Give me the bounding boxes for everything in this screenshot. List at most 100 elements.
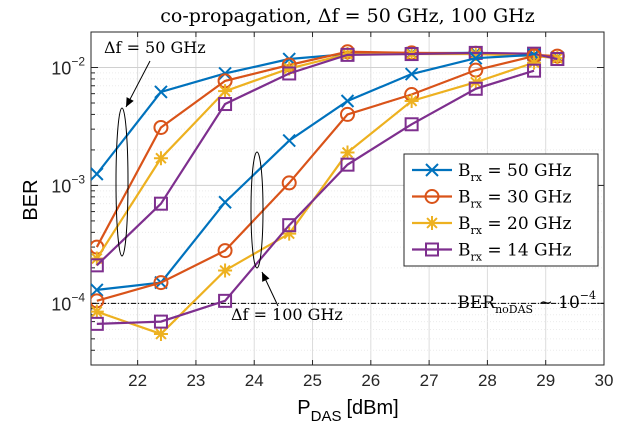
data-point bbox=[281, 175, 297, 191]
legend-item: Brx = 14 GHz bbox=[412, 241, 571, 264]
x-axis-label-sub: DAS bbox=[311, 408, 342, 425]
marker-x bbox=[404, 67, 419, 81]
y-tick-base: 10 bbox=[51, 176, 71, 196]
legend-label: Brx = 30 GHz bbox=[458, 188, 571, 211]
data-point bbox=[282, 66, 297, 81]
data-point bbox=[153, 314, 168, 329]
group-ellipse-100ghz bbox=[250, 151, 264, 269]
data-point bbox=[218, 293, 233, 308]
x-axis-label-main: P bbox=[297, 397, 310, 419]
data-point bbox=[282, 218, 297, 233]
marker-circle bbox=[281, 175, 297, 191]
legend-label-suffix: = 14 GHz bbox=[482, 241, 571, 261]
reference-label-exp: −4 bbox=[580, 289, 596, 302]
annotation-arrow bbox=[261, 271, 279, 307]
y-tick-exponent: −3 bbox=[71, 172, 85, 186]
marker-star bbox=[153, 151, 168, 166]
arrow-head bbox=[262, 272, 270, 282]
y-tick-base: 10 bbox=[51, 58, 71, 78]
x-tick-label: 27 bbox=[420, 371, 439, 390]
legend-item: Brx = 50 GHz bbox=[412, 161, 571, 184]
legend-label-main: B bbox=[458, 161, 471, 181]
legend-item: Brx = 20 GHz bbox=[412, 214, 571, 237]
marker-square bbox=[153, 196, 168, 211]
legend: Brx = 50 GHz Brx = 30 GHz Brx = 20 GHz Brx … bbox=[403, 153, 599, 267]
data-point bbox=[282, 133, 296, 148]
reference-label-sub: noDAS bbox=[495, 303, 533, 316]
data-point bbox=[340, 145, 355, 160]
marker-x bbox=[425, 163, 439, 177]
legend-marker bbox=[424, 189, 440, 204]
data-point bbox=[91, 258, 104, 273]
data-point bbox=[468, 81, 483, 96]
x-tick-label: 22 bbox=[128, 371, 147, 390]
series-line bbox=[96, 53, 535, 291]
data-point bbox=[153, 196, 168, 211]
reference-label-suffix: ∼ 10 bbox=[533, 293, 580, 313]
marker-square bbox=[91, 258, 104, 273]
data-point bbox=[91, 167, 104, 181]
legend-marker bbox=[425, 163, 439, 177]
legend-marker bbox=[425, 242, 439, 257]
y-tick-label: 10−2 bbox=[51, 54, 85, 78]
marker-star bbox=[218, 263, 233, 278]
data-point bbox=[154, 85, 168, 99]
data-point bbox=[91, 316, 104, 331]
marker-square bbox=[527, 63, 542, 78]
data-point bbox=[153, 151, 168, 166]
data-point bbox=[218, 263, 233, 278]
x-tick-label: 28 bbox=[478, 371, 497, 390]
data-point bbox=[217, 243, 233, 259]
y-tick-label: 10−4 bbox=[51, 290, 85, 314]
reference-label-main: BER bbox=[457, 293, 496, 313]
marker-x bbox=[154, 85, 168, 99]
marker-square bbox=[91, 316, 104, 331]
data-point bbox=[282, 61, 297, 76]
legend-label-sub: rx bbox=[471, 251, 483, 264]
legend-label-main: B bbox=[458, 241, 471, 261]
data-point bbox=[91, 304, 104, 319]
group-ellipse-50ghz bbox=[115, 107, 129, 257]
y-axis-label: BER bbox=[20, 179, 42, 220]
marker-square bbox=[425, 242, 439, 257]
x-tick-label: 23 bbox=[186, 371, 205, 390]
marker-star bbox=[425, 216, 439, 230]
marker-x bbox=[282, 133, 296, 148]
marker-square bbox=[282, 66, 297, 81]
data-point bbox=[527, 63, 542, 78]
x-tick-label: 29 bbox=[536, 371, 555, 390]
marker-circle bbox=[153, 119, 169, 135]
data-point bbox=[218, 84, 233, 99]
data-point bbox=[340, 94, 355, 108]
marker-x bbox=[91, 283, 104, 297]
marker-square bbox=[404, 117, 419, 132]
marker-square bbox=[550, 52, 565, 67]
legend-label: Brx = 20 GHz bbox=[458, 214, 571, 237]
marker-star bbox=[282, 61, 297, 76]
legend-label: Brx = 14 GHz bbox=[458, 241, 571, 264]
data-point bbox=[218, 97, 233, 112]
data-point bbox=[91, 283, 104, 297]
data-point bbox=[340, 106, 355, 122]
x-tick-label: 26 bbox=[361, 371, 380, 390]
marker-square bbox=[340, 157, 355, 172]
legend-label-main: B bbox=[458, 188, 471, 208]
legend-label-suffix: = 50 GHz bbox=[482, 161, 571, 181]
legend-label-sub: rx bbox=[471, 198, 483, 211]
x-tick-label: 30 bbox=[595, 371, 614, 390]
y-tick-exponent: −2 bbox=[71, 54, 85, 68]
x-axis-label: PDAS [dBm] bbox=[297, 397, 398, 425]
series-line bbox=[96, 69, 535, 325]
marker-circle bbox=[340, 106, 355, 122]
series-5 bbox=[91, 48, 541, 297]
x-tick-label: 24 bbox=[245, 371, 264, 390]
marker-square bbox=[153, 314, 168, 329]
marker-x bbox=[91, 167, 104, 181]
y-tick-exponent: −4 bbox=[71, 290, 85, 304]
marker-circle bbox=[217, 243, 233, 259]
data-point bbox=[218, 195, 232, 209]
series-8 bbox=[91, 63, 542, 331]
marker-star bbox=[91, 304, 104, 319]
series-group bbox=[91, 44, 565, 341]
data-point bbox=[468, 47, 483, 62]
